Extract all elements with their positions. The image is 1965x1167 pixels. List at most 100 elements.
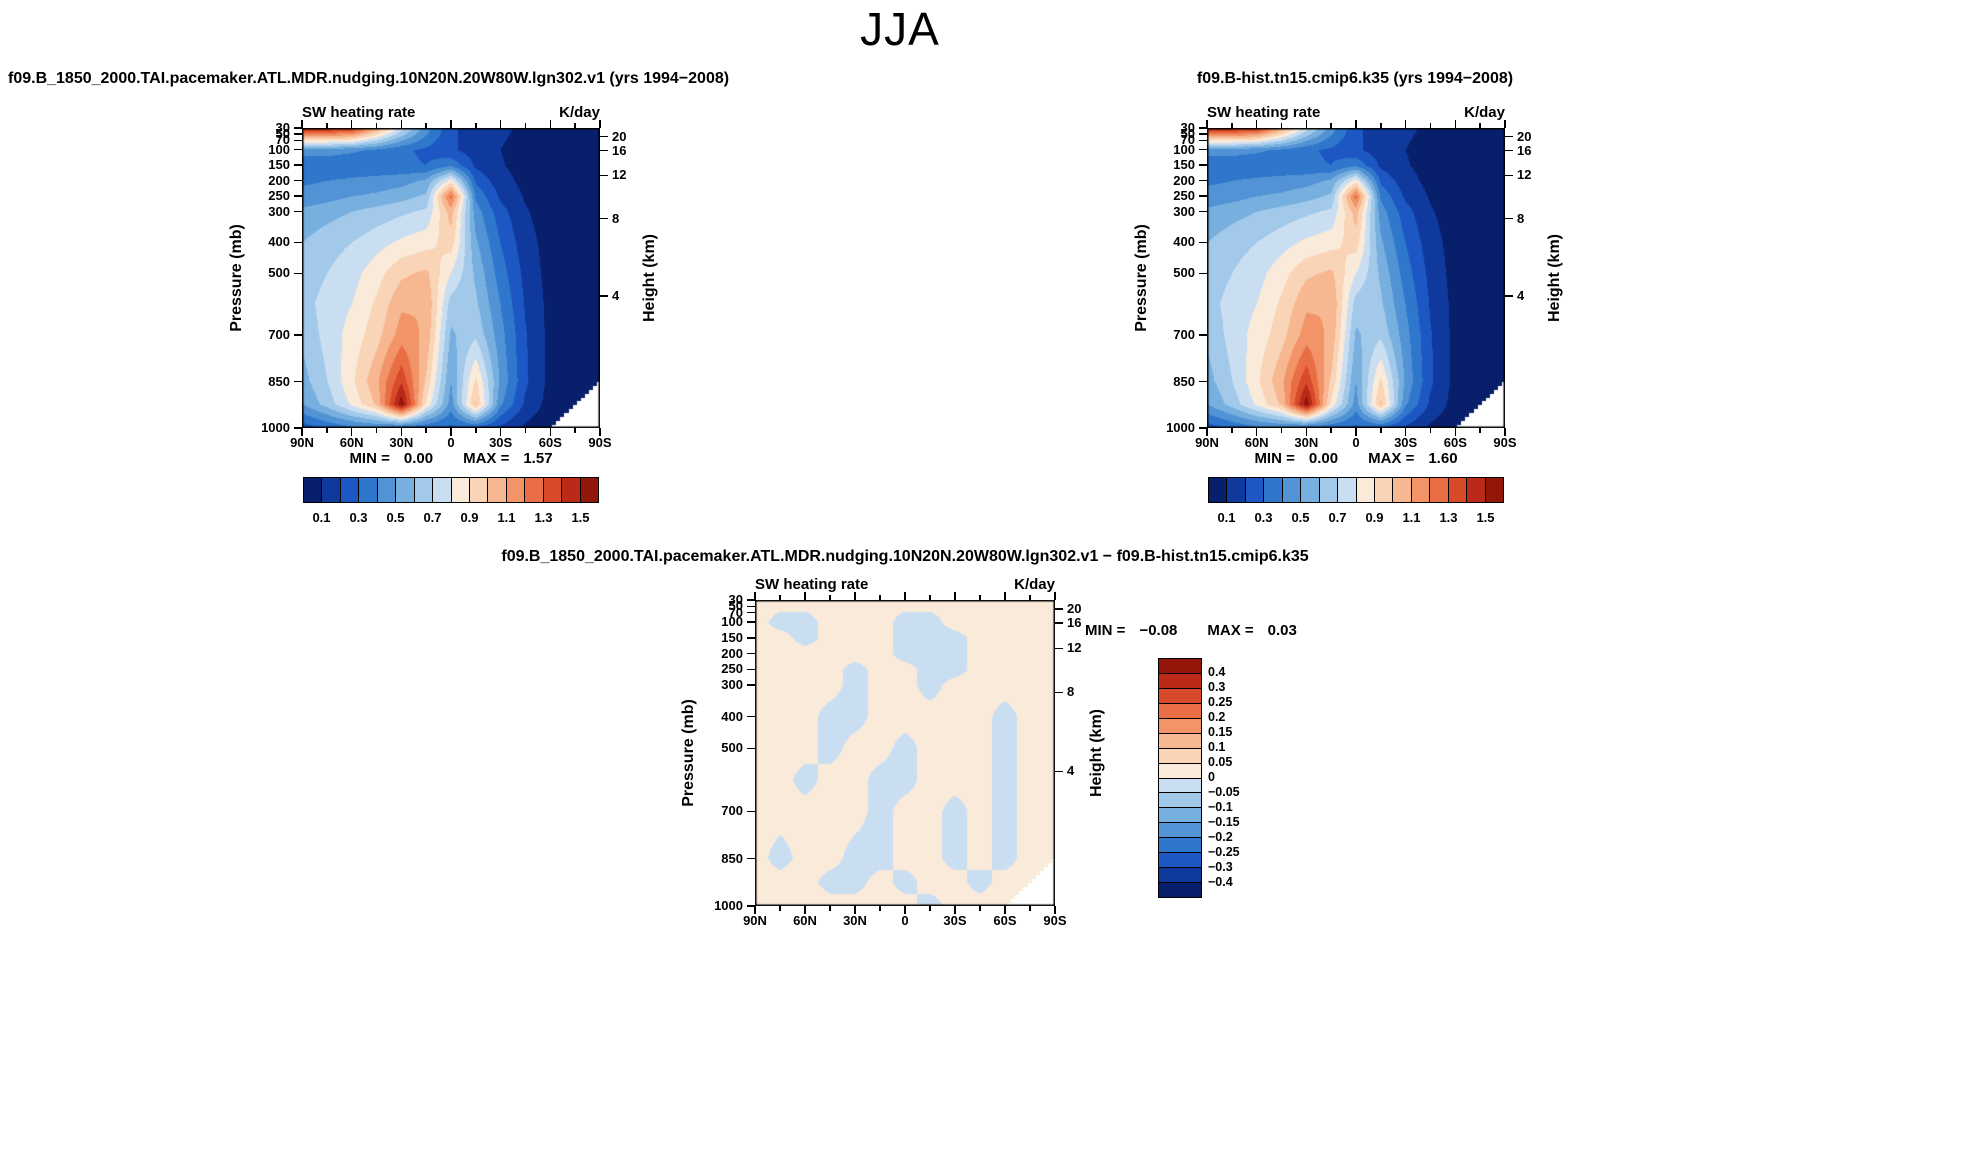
axis-tick [1199,195,1207,197]
tick-label: 70 [728,604,743,620]
tick-label: 30 [1180,120,1195,135]
axis-tick [747,668,755,671]
colorbar-cell [1158,852,1202,869]
panel-b-subtitle-left: SW heating rate [1207,104,1321,121]
axis-tick [1199,139,1207,142]
axis-tick [1505,295,1513,297]
colorbar-cell [1373,477,1394,503]
axis-tick [350,428,353,436]
axis-tick [1404,120,1407,128]
axis-tick [1004,906,1006,914]
axis-tick [400,428,403,436]
axis-tick [1004,592,1006,600]
axis-tick [524,428,527,433]
axis-tick [1029,906,1031,911]
axis-tick [747,621,755,623]
tick-label: 100 [268,141,290,157]
colorbar-cell [450,477,470,503]
axis-tick [350,120,353,128]
axis-tick [747,605,755,608]
axis-tick [1305,120,1308,128]
axis-tick [1505,174,1513,177]
axis-tick [549,428,552,436]
axis-tick [1280,428,1283,433]
tick-label: 100 [721,614,743,630]
colorbar-cell [1429,477,1449,503]
colorbar-label: 1.1 [1402,510,1421,525]
axis-tick [294,179,302,182]
colorbar-cell [468,477,489,503]
axis-tick [294,127,302,129]
axis-tick [600,295,608,297]
axis-tick [1199,210,1207,213]
axis-tick [747,611,755,614]
axis-tick [1054,592,1056,600]
tick-label: 30S [943,913,967,928]
tick-label: 300 [1173,203,1195,219]
axis-tick [747,905,755,907]
axis-tick [1199,164,1207,166]
tick-label: 100 [1173,141,1195,157]
axis-tick [574,428,576,433]
tick-label: 700 [721,803,743,819]
axis-tick [979,595,981,600]
axis-tick [747,715,755,718]
tick-label: 400 [268,234,290,250]
colorbar-cell [1158,867,1202,884]
axis-tick [524,123,527,128]
axis-tick [1454,120,1457,128]
tick-label: 12 [612,167,627,183]
max-value: 1.57 [523,450,553,467]
axis-tick [747,857,755,860]
min-value: 0.00 [403,450,434,467]
axis-tick [1380,123,1382,128]
colorbar-cell [1158,777,1202,794]
panel-c-title: f09.B_1850_2000.TAI.pacemaker.ATL.MDR.nu… [501,548,1309,565]
panel-b-pressure-axis-label: Pressure (mb) [1133,224,1150,332]
colorbar-cell [1158,687,1202,704]
axis-tick [475,123,477,128]
axis-tick [1055,691,1063,694]
axis-tick [804,906,806,914]
axis-tick [326,123,328,128]
axis-tick [499,428,502,436]
panel-b-height-axis-label: Height (km) [1546,234,1563,322]
colorbar-label: 0.5 [386,510,405,525]
axis-tick [1504,428,1506,436]
tick-label: 60N [339,435,364,450]
panel-c-contour-plot [755,600,1055,906]
axis-tick [1479,428,1481,433]
panel-c-pressure-axis-label: Pressure (mb) [680,699,697,807]
tick-label: 16 [612,142,627,158]
panel-a-pressure-axis-label: Pressure (mb) [228,224,245,332]
axis-tick [1355,120,1357,128]
tick-label: 250 [268,188,290,204]
axis-tick [600,149,608,152]
tick-label: 0 [901,913,909,928]
panel-a-subtitle-left: SW heating rate [302,104,416,121]
tick-label: 4 [612,287,620,303]
axis-tick [1305,428,1308,436]
tick-label: 150 [268,157,290,173]
colorbar-label: 0.5 [1291,510,1310,525]
tick-label: 30 [728,592,743,607]
axis-tick [294,272,302,275]
colorbar-label: 1.5 [1476,510,1495,525]
colorbar-label: 0.7 [423,510,442,525]
axis-tick [779,595,781,600]
min-label: MIN = [1254,450,1295,467]
axis-tick [904,592,906,600]
axis-tick [574,123,576,128]
tick-label: 30N [389,435,414,450]
axis-tick [450,428,452,436]
tick-label: 90N [1195,435,1219,450]
tick-label: 1000 [714,898,743,913]
tick-label: 90S [1043,913,1067,928]
colorbar-cell [1484,477,1504,503]
tick-label: 400 [721,708,743,724]
colorbar-cell [1244,477,1265,503]
tick-label: 700 [1173,327,1195,343]
colorbar-label: −0.2 [1208,830,1233,844]
colorbar-cell [1158,672,1202,689]
axis-tick [1199,272,1207,275]
